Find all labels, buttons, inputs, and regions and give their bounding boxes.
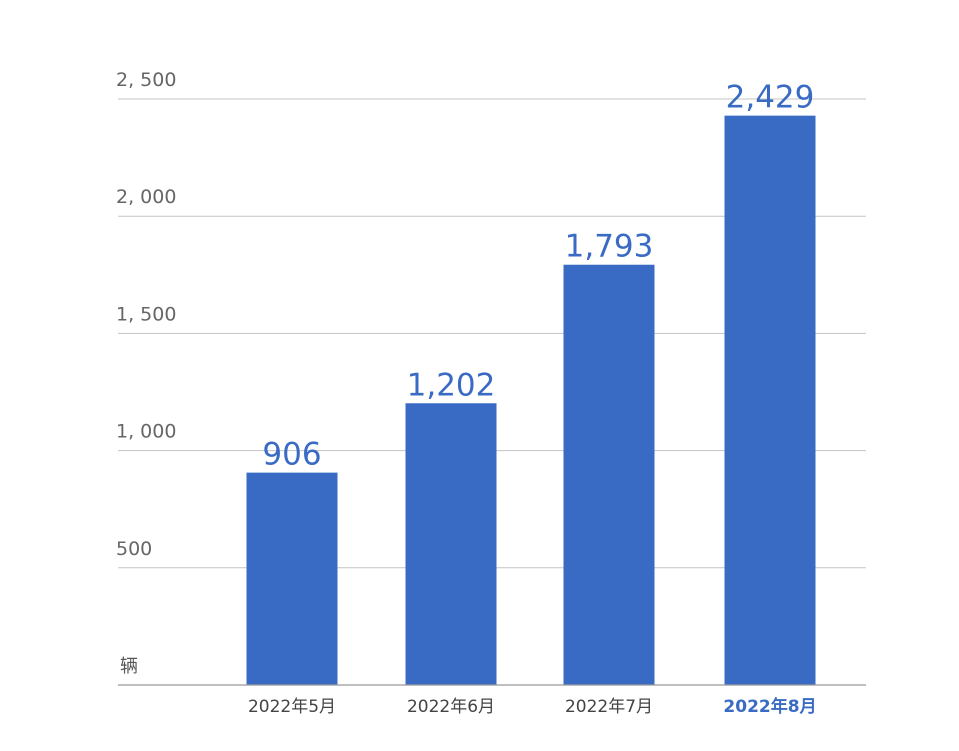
y-axis-unit-label: 辆 [120, 656, 138, 677]
x-tick-label: 2022年6月 [407, 697, 495, 717]
y-tick-label: 1, 500 [116, 303, 176, 325]
data-label: 2,429 [726, 80, 815, 116]
x-tick-label: 2022年7月 [565, 697, 653, 717]
x-axis-ticks: 2022年5月 2022年6月 2022年7月 2022年8月 [248, 696, 817, 717]
x-tick-label: 2022年5月 [248, 697, 336, 717]
y-tick-label: 2, 500 [116, 69, 176, 91]
y-tick-label: 1, 000 [116, 421, 176, 443]
y-tick-label: 2, 000 [116, 186, 176, 208]
data-label: 906 [262, 437, 321, 473]
bar [724, 115, 816, 686]
y-tick-label: 500 [116, 538, 152, 560]
bar [246, 472, 338, 685]
bars [246, 115, 816, 686]
data-label: 1,202 [407, 367, 496, 403]
data-labels: 906 1,202 1,793 2,429 [262, 80, 814, 473]
bar [563, 264, 655, 685]
bar [405, 403, 497, 685]
y-axis-ticks: 500 1, 000 1, 500 2, 000 2, 500 [116, 69, 176, 560]
x-tick-label: 2022年8月 [723, 696, 816, 717]
data-label: 1,793 [565, 229, 654, 265]
